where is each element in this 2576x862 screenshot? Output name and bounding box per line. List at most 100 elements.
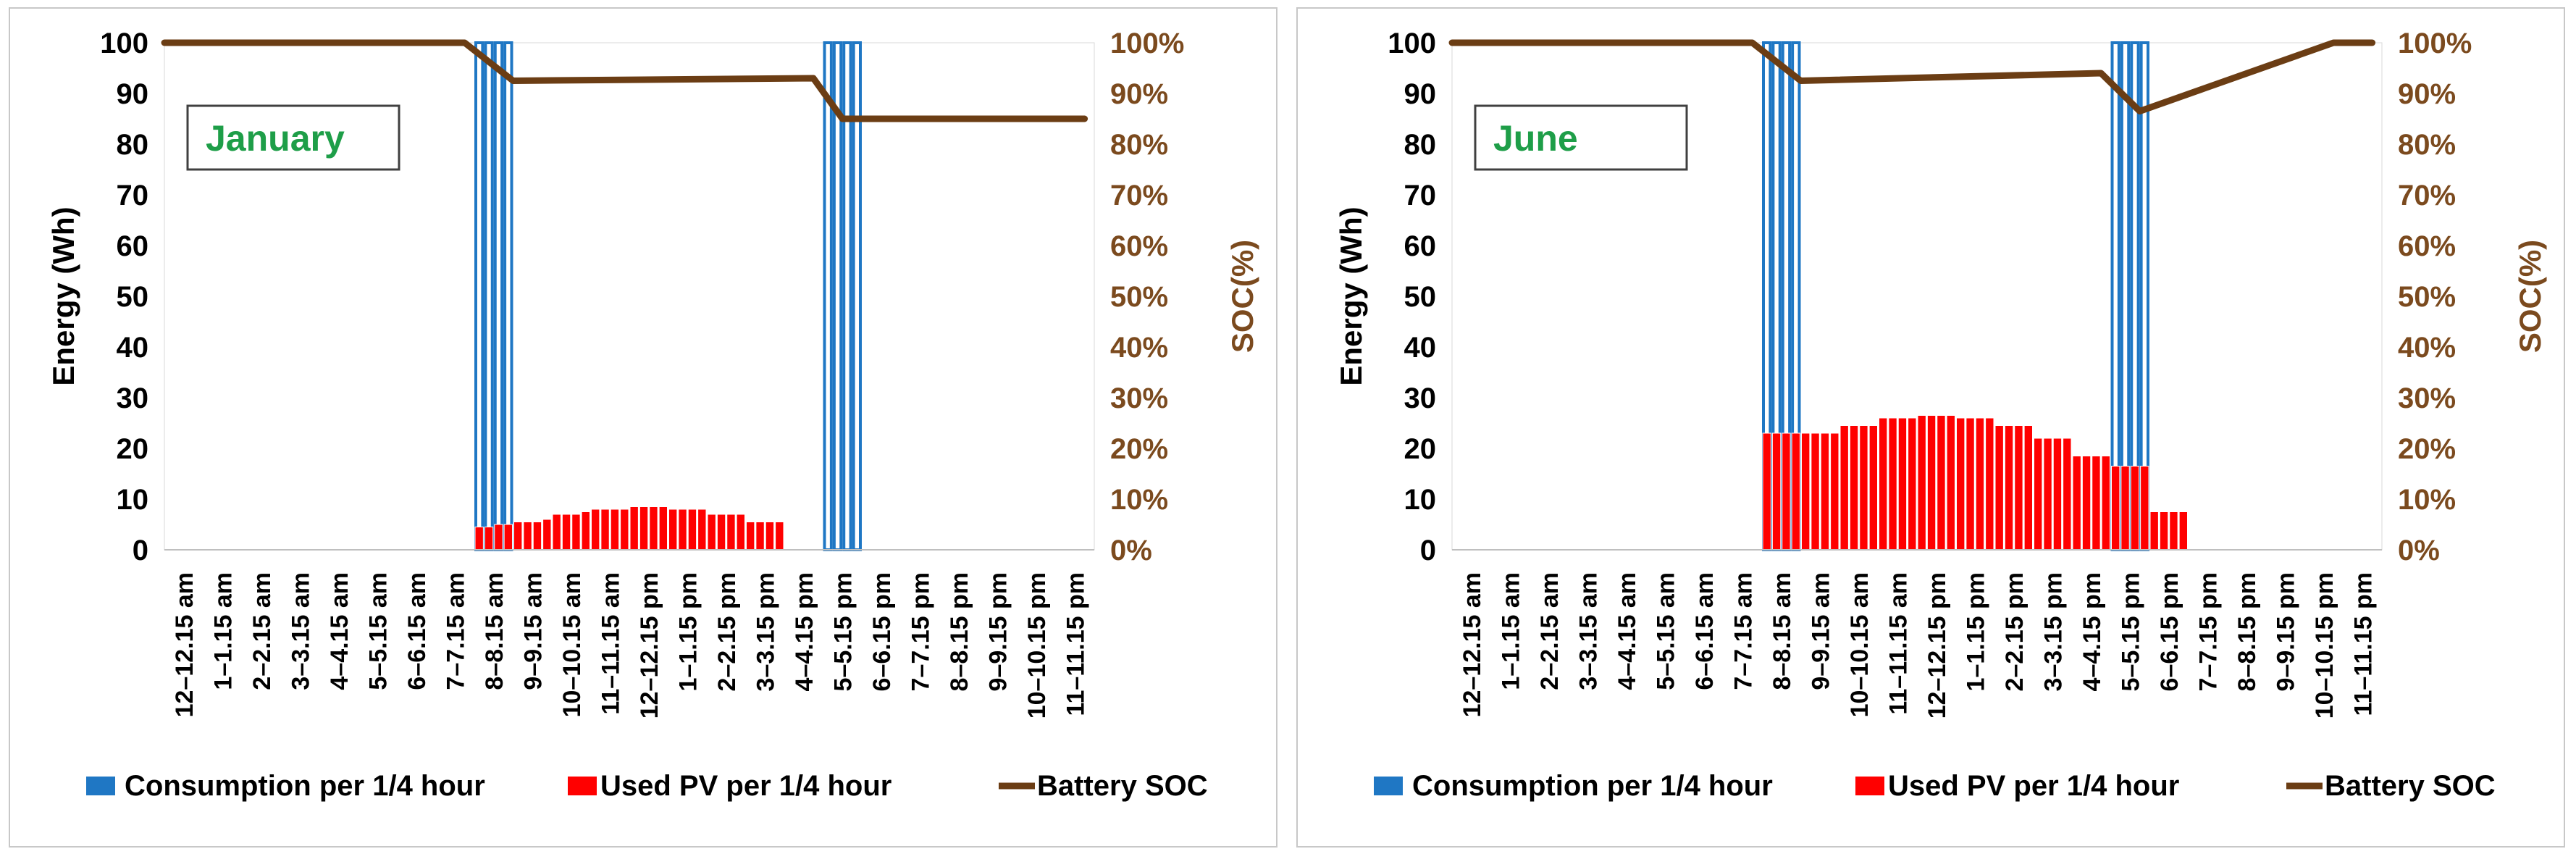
used-pv-bar (2081, 456, 2092, 551)
x-tick-label: 6–6.15 am (1691, 572, 1719, 690)
y2-tick-label: 100% (1110, 28, 1184, 59)
used-pv-legend-swatch (568, 777, 597, 795)
used-pv-legend-label: Used PV per 1/4 hour (1888, 770, 2179, 802)
used-pv-bar (629, 506, 639, 551)
x-tick-label: 1–1.15 pm (674, 572, 702, 691)
y-tick-label: 40 (117, 332, 149, 364)
x-tick-label: 7–7.15 pm (907, 572, 934, 691)
y2-tick-label: 90% (2398, 78, 2456, 110)
x-tick-label: 4–4.15 pm (2078, 572, 2106, 691)
x-tick-label: 12–12.15 pm (636, 572, 663, 719)
used-pv-bar (639, 506, 649, 551)
x-tick-label: 7–7.15 am (1729, 572, 1757, 690)
y-tick-label: 20 (117, 433, 149, 465)
used-pv-bar (561, 514, 571, 551)
y-tick-label: 80 (1404, 129, 1437, 161)
month-label-box (186, 104, 400, 171)
used-pv-bar (755, 522, 765, 551)
x-tick-label: 10–10.15 am (558, 572, 586, 717)
y-tick-label: 60 (117, 230, 149, 262)
y-tick-label: 40 (1404, 332, 1437, 364)
y-tick-label: 90 (117, 78, 149, 110)
used-pv-bar (2043, 438, 2052, 551)
used-pv-bar (658, 506, 668, 551)
y2-tick-label: 50% (2398, 281, 2456, 313)
used-pv-bar (591, 509, 600, 551)
y-tick-label: 80 (117, 129, 149, 161)
x-tick-label: 2–2.15 pm (713, 572, 741, 691)
used-pv-bar (2140, 466, 2149, 551)
used-pv-bar (1771, 432, 1782, 551)
y-tick-label: 30 (117, 382, 149, 414)
used-pv-bar (2120, 466, 2130, 551)
x-tick-label: 3–3.15 pm (2039, 572, 2067, 691)
x-tick-label: 4–4.15 pm (791, 572, 818, 691)
used-pv-bar (1897, 417, 1908, 551)
chart-panel-june: 0 10 20 30 40 50 60 70 80 90 100 0% 10% 20% 30% 40% 50% 6… (1296, 7, 2565, 848)
x-tick-label: 9–9.15 pm (984, 572, 1012, 691)
consumption-bar (493, 41, 504, 551)
used-pv-bar (2023, 425, 2033, 551)
x-tick-label: 11–11.15 pm (2349, 572, 2377, 716)
y2-tick-label: 0% (1110, 535, 1152, 566)
y2-tick-label: 10% (2398, 484, 2456, 516)
used-pv-bar (542, 519, 552, 551)
used-pv-bar (1975, 417, 1985, 551)
used-pv-bar (474, 527, 484, 551)
used-pv-bar (503, 524, 513, 551)
y2-tick-label: 70% (1110, 180, 1168, 212)
x-tick-label: 5–5.15 am (364, 572, 392, 690)
used-pv-bar (1849, 425, 1859, 551)
y-tick-label: 50 (1404, 281, 1437, 313)
x-tick-label: 5–5.15 am (1652, 572, 1679, 690)
x-tick-label: 11–11.15 pm (1062, 572, 1089, 716)
x-tick-label: 9–9.15 am (519, 572, 547, 690)
x-tick-label: 8–8.15 am (481, 572, 508, 690)
used-pv-bar (707, 514, 716, 551)
battery-soc-line (1448, 39, 2376, 114)
used-pv-bar (668, 509, 678, 551)
y2-tick-label: 20% (2398, 433, 2456, 465)
x-tick-label: 6–6.15 pm (2156, 572, 2183, 691)
used-pv-bar (765, 522, 775, 551)
used-pv-bar (1956, 417, 1965, 551)
used-pv-bar (2149, 511, 2159, 551)
used-pv-bar (736, 514, 745, 551)
consumption-bar (484, 41, 494, 551)
used-pv-bar (1908, 417, 1917, 551)
battery-soc-legend-label: Battery SOC (1037, 770, 1208, 802)
used-pv-bar (532, 522, 542, 551)
x-tick-label: 9–9.15 am (1807, 572, 1834, 690)
y-axis-title: Energy (Wh) (1334, 206, 1368, 385)
x-tick-label: 1–1.15 am (209, 572, 237, 690)
y-tick-label: 90 (1404, 78, 1437, 110)
x-tick-label: 1–1.15 pm (1962, 572, 1989, 691)
y2-tick-label: 20% (1110, 433, 1168, 465)
used-pv-bar (1791, 432, 1800, 551)
used-pv-bar (513, 522, 523, 551)
used-pv-bar (1782, 432, 1791, 551)
consumption-bar (474, 41, 484, 551)
y2-tick-label: 10% (1110, 484, 1168, 516)
x-tick-label: 7–7.15 pm (2194, 572, 2222, 691)
x-tick-label: 7–7.15 am (442, 572, 469, 690)
y-tick-label: 30 (1404, 382, 1437, 414)
used-pv-bar (1868, 425, 1878, 551)
y2-tick-label: 50% (1110, 281, 1168, 313)
used-pv-bar (1879, 417, 1888, 551)
y2-tick-label: 40% (2398, 332, 2456, 364)
x-tick-label: 3–3.15 pm (752, 572, 779, 691)
chart-panel-january: 0 10 20 30 40 50 60 70 80 90 100 0% 10% 20% 30% 40% 50% 6… (9, 7, 1277, 848)
used-pv-bar (1946, 415, 1955, 551)
x-tick-label: 12–12.15 pm (1923, 572, 1951, 719)
battery-soc-line (161, 39, 1088, 122)
used-pv-bar (1830, 432, 1839, 551)
y2-tick-label: 60% (1110, 230, 1168, 262)
y2-tick-label: 40% (1110, 332, 1168, 364)
y2-tick-label: 0% (2398, 535, 2440, 566)
used-pv-bar (1926, 415, 1937, 551)
used-pv-bar (687, 509, 697, 551)
used-pv-bar (2063, 438, 2072, 551)
used-pv-bar (1811, 432, 1820, 551)
used-pv-bar (2014, 425, 2023, 551)
